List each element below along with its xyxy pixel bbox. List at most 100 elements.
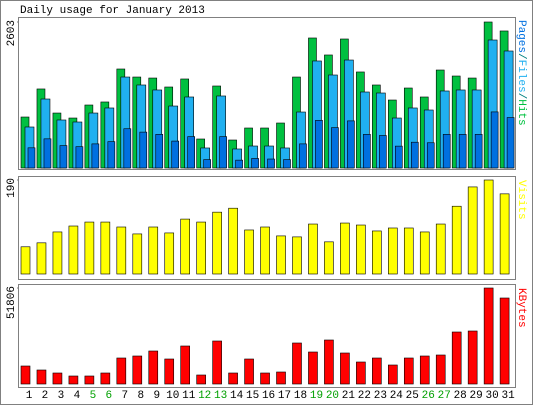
axis-label: Visits: [515, 180, 527, 220]
bar: [308, 223, 318, 275]
bar: [27, 147, 36, 169]
bar: [372, 230, 382, 275]
bar: [276, 371, 286, 385]
bar: [212, 340, 222, 385]
bar: [308, 351, 318, 385]
bar: [52, 231, 63, 275]
bar: [164, 358, 175, 385]
bar: [347, 120, 355, 169]
bar: [52, 372, 63, 385]
x-tick-label: 21: [342, 390, 356, 402]
x-tick-label: 28: [454, 390, 467, 402]
bar: [483, 287, 494, 385]
legend-separator: /: [515, 93, 527, 100]
bar: [388, 364, 398, 385]
bar: [75, 146, 84, 169]
bar: [251, 158, 259, 169]
x-tick-label: 4: [74, 390, 81, 402]
bar: [403, 227, 414, 275]
bar: [426, 142, 435, 169]
x-tick-label: 29: [470, 390, 483, 402]
bar: [372, 357, 382, 385]
legend-entry: Pages: [515, 20, 527, 53]
bar: [180, 218, 190, 275]
x-tick-label: 22: [358, 390, 371, 402]
x-tick-label: 14: [230, 390, 244, 402]
bar: [331, 127, 339, 169]
bar: [84, 375, 95, 385]
legend-entry: Files: [515, 60, 527, 93]
bar: [435, 354, 446, 385]
bar: [379, 135, 387, 169]
bar: [132, 233, 143, 275]
x-tick-label: 8: [137, 390, 144, 402]
bar: [363, 134, 371, 169]
bar: [490, 111, 499, 169]
bar: [451, 205, 462, 275]
bar: [435, 223, 446, 275]
bar: [244, 229, 254, 275]
bar: [100, 372, 111, 385]
bar: [467, 330, 478, 385]
bar: [196, 374, 206, 385]
bar: [116, 226, 127, 275]
bar: [356, 361, 366, 385]
x-tick-label: 19: [310, 390, 323, 402]
bar: [499, 193, 510, 275]
bar: [299, 143, 307, 169]
axis-label: KBytes: [515, 288, 527, 328]
bar: [410, 141, 419, 169]
bar: [388, 227, 398, 275]
x-tick-label: 5: [90, 390, 97, 402]
bar: [123, 128, 132, 169]
bar: [164, 232, 175, 275]
x-tick-label: 3: [58, 390, 65, 402]
bar: [292, 236, 302, 275]
bar: [467, 186, 478, 275]
x-tick-label: 23: [374, 390, 387, 402]
bar: [315, 120, 323, 169]
bar: [148, 226, 159, 275]
x-tick-label: 6: [106, 390, 113, 402]
bar: [499, 297, 510, 385]
bar: [324, 339, 334, 385]
bar: [474, 134, 483, 169]
bar: [403, 357, 414, 385]
x-tick-label: 2: [42, 390, 49, 402]
bar: [59, 145, 68, 169]
bar: [43, 138, 52, 169]
bar: [100, 221, 111, 275]
bar: [20, 246, 31, 275]
bar: [219, 136, 227, 169]
bar: [107, 141, 116, 169]
chart-title: Daily usage for January 2013: [20, 5, 205, 17]
bar: [260, 372, 270, 385]
x-tick-label: 15: [246, 390, 259, 402]
bar: [235, 159, 243, 169]
bar: [212, 211, 222, 275]
bar: [116, 357, 127, 385]
bar: [292, 342, 302, 385]
bar: [36, 369, 47, 385]
x-tick-label: 20: [326, 390, 339, 402]
bar: [91, 143, 100, 169]
legend-separator: /: [515, 53, 527, 60]
x-tick-label: 24: [390, 390, 404, 402]
bar: [68, 375, 79, 385]
bar: [196, 221, 206, 275]
x-tick-label: 11: [182, 390, 196, 402]
legend: Pages/Files/Hits: [515, 20, 527, 126]
bar: [244, 358, 254, 385]
x-tick-label: 1: [26, 390, 33, 402]
bar: [451, 331, 462, 385]
bar: [267, 158, 275, 169]
y-tick-label: 51806: [6, 286, 18, 319]
bar: [36, 242, 47, 275]
x-tick-label: 27: [438, 390, 451, 402]
legend-entry: Hits: [515, 99, 527, 125]
bar: [203, 159, 211, 169]
x-tick-label: 12: [198, 390, 211, 402]
bar: [84, 221, 95, 275]
bar: [132, 355, 143, 385]
